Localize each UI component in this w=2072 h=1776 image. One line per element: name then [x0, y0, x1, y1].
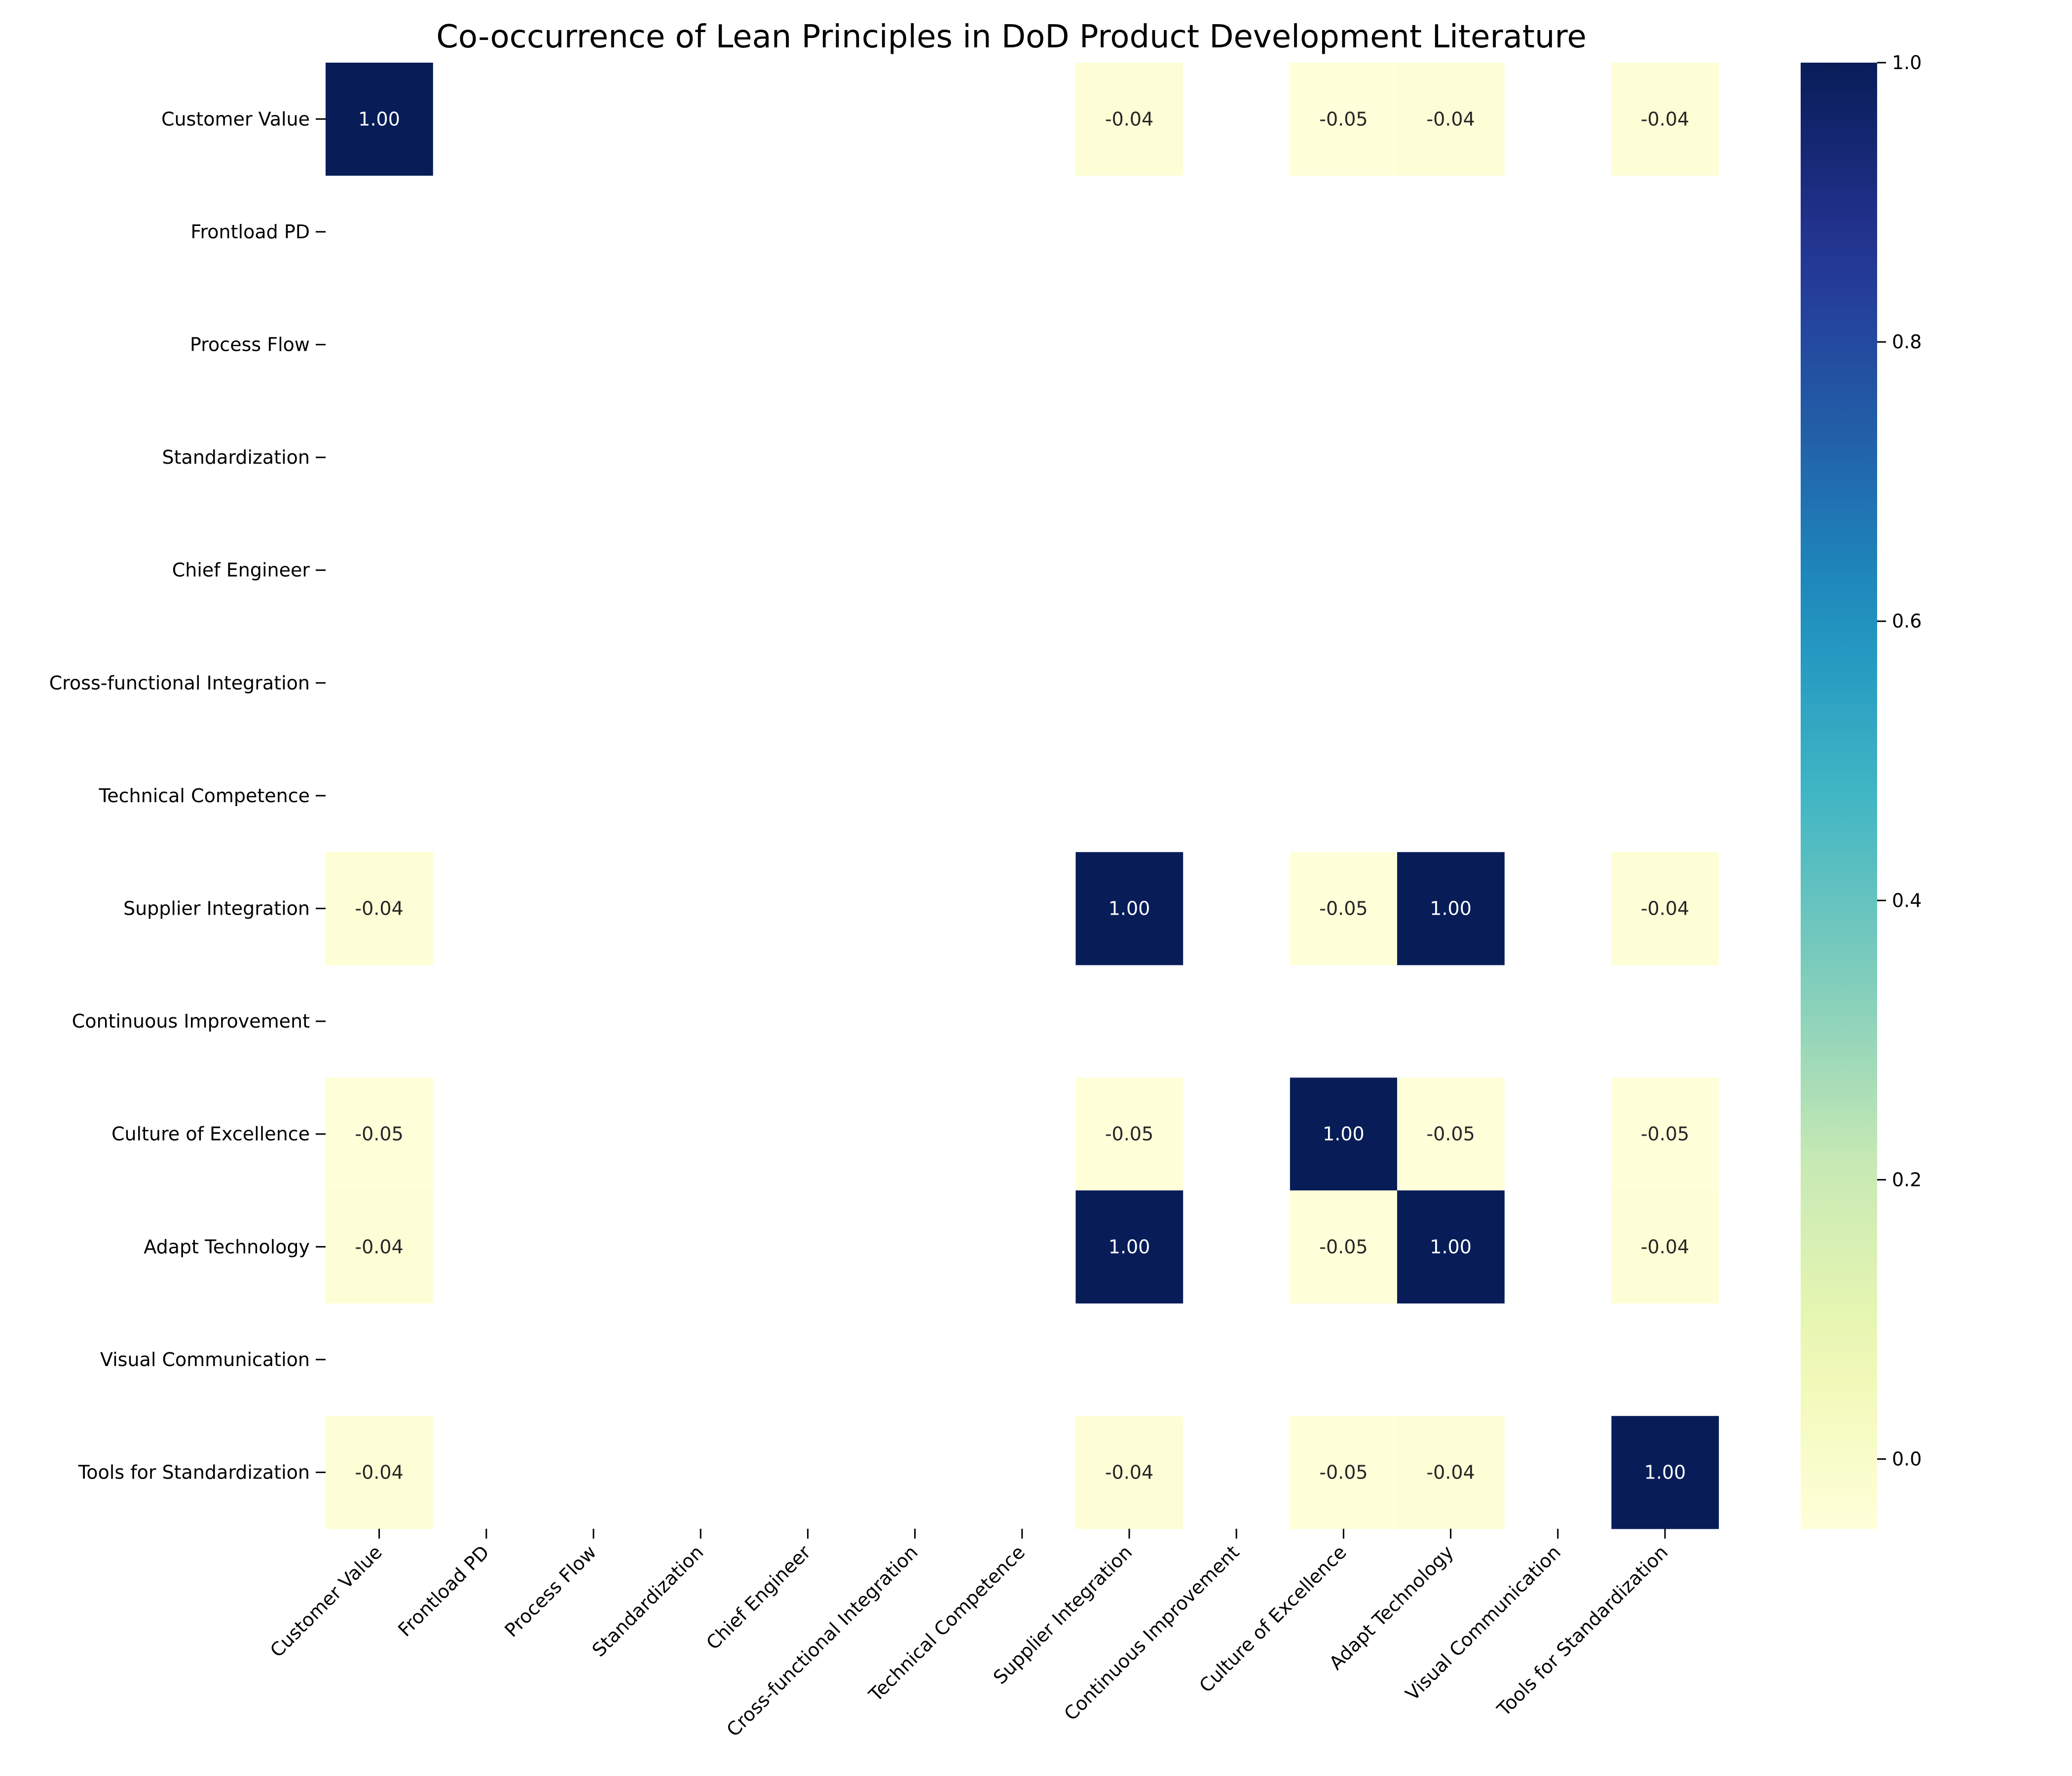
chart-title: Co-occurrence of Lean Principles in DoD … — [436, 19, 1587, 55]
heatmap-cell — [326, 1416, 433, 1529]
heatmap-cell — [326, 63, 433, 176]
cell-value-label: -0.04 — [1426, 1462, 1475, 1483]
heatmap-cell — [1075, 1416, 1184, 1529]
cell-value-label: 1.00 — [1430, 898, 1472, 920]
heatmap-cell — [1290, 1077, 1398, 1191]
x-tick-label: Process Flow — [500, 1541, 600, 1641]
heatmap-cell — [1397, 1077, 1505, 1191]
cell-value-label: -0.04 — [1105, 108, 1153, 130]
heatmap-cell — [1075, 63, 1184, 176]
y-axis: Customer Value Frontload PD Process Flow St… — [49, 108, 326, 1483]
heatmap-cell — [1611, 1077, 1719, 1191]
heatmap-cell — [1290, 1416, 1398, 1529]
cell-value-label: -0.05 — [1426, 1123, 1475, 1145]
cell-value-label: 1.00 — [1109, 898, 1150, 920]
cell-value-label: -0.05 — [1319, 108, 1368, 130]
heatmap-cell — [1397, 1190, 1505, 1304]
colorbar-tick-label: 1.0 — [1892, 52, 1922, 74]
cell-value-label: -0.04 — [1641, 108, 1689, 130]
colorbar-gradient — [1801, 63, 1877, 1529]
y-tick-label: Technical Competence — [99, 785, 310, 807]
heatmap-cell — [1611, 1416, 1719, 1529]
cell-value-label: 1.00 — [358, 108, 400, 130]
y-tick-label: Culture of Excellence — [111, 1123, 310, 1145]
cell-value-label: -0.05 — [1319, 1236, 1368, 1258]
y-tick-label: Cross-functional Integration — [49, 672, 310, 694]
colorbar: 0.0 0.2 0.4 0.6 0.8 1.0 — [1801, 52, 1922, 1529]
y-tick-label: Continuous Improvement — [72, 1010, 310, 1032]
cell-value-label: -0.05 — [355, 1123, 403, 1145]
y-tick-label: Chief Engineer — [172, 559, 310, 581]
cell-value-label: 1.00 — [1109, 1236, 1150, 1258]
heatmap-cell — [1397, 852, 1505, 965]
heatmap-cell — [326, 1077, 433, 1191]
colorbar-tick-label: 0.4 — [1892, 889, 1922, 911]
heatmap-cell — [1290, 852, 1398, 965]
heatmap-cell — [1290, 63, 1398, 176]
x-tick-label: Customer Value — [266, 1541, 386, 1662]
y-tick-label: Process Flow — [190, 334, 310, 356]
heatmap-cell — [1075, 1190, 1184, 1304]
cell-value-label: -0.05 — [1105, 1123, 1153, 1145]
heatmap-cell — [1075, 852, 1184, 965]
cell-value-label: -0.04 — [1641, 1236, 1689, 1258]
cell-value-label: -0.04 — [355, 1462, 403, 1483]
x-tick-label: Tools for Standardization — [1493, 1541, 1672, 1721]
x-tick-label: Standardization — [588, 1541, 708, 1661]
heatmap-cell — [326, 852, 433, 965]
x-tick-label: Continuous Improvement — [1060, 1541, 1243, 1725]
y-tick-label: Customer Value — [161, 108, 310, 130]
heatmap-cell — [1075, 1077, 1184, 1191]
x-tick-label: Chief Engineer — [702, 1541, 815, 1654]
heatmap-cell — [1611, 1190, 1719, 1304]
y-tick-label: Adapt Technology — [144, 1236, 310, 1258]
cell-value-labels: 1.00 -0.04 -0.05 -0.04 -0.04 -0.04 1.00 -0.05 1.… — [355, 108, 1689, 1483]
cell-value-label: -0.05 — [1319, 898, 1368, 920]
cell-value-label: 1.00 — [1644, 1462, 1686, 1483]
x-tick-label: Frontload PD — [394, 1541, 493, 1641]
cell-value-label: 1.00 — [1430, 1236, 1472, 1258]
cell-value-label: 1.00 — [1323, 1123, 1365, 1145]
y-tick-label: Frontload PD — [190, 221, 310, 243]
colorbar-tick-label: 0.2 — [1892, 1169, 1922, 1190]
cell-value-label: -0.04 — [355, 898, 403, 920]
heatmap-cell — [1611, 63, 1719, 176]
cell-value-label: -0.04 — [1641, 898, 1689, 920]
heatmap-cell — [1290, 1190, 1398, 1304]
heatmap-cells — [326, 63, 1719, 1529]
y-tick-label: Standardization — [162, 446, 310, 468]
colorbar-tick-label: 0.6 — [1892, 610, 1922, 632]
x-tick-label: Cross-functional Integration — [722, 1541, 922, 1741]
cell-value-label: -0.05 — [1319, 1462, 1368, 1483]
y-tick-label: Tools for Standardization — [78, 1462, 310, 1483]
cell-value-label: -0.04 — [1105, 1462, 1153, 1483]
heatmap-cell — [326, 1190, 433, 1304]
y-tick-label: Supplier Integration — [123, 898, 310, 920]
cell-value-label: -0.04 — [1426, 108, 1475, 130]
colorbar-tick-label: 0.0 — [1892, 1448, 1922, 1470]
heatmap-cell — [1611, 852, 1719, 965]
cell-value-label: -0.05 — [1641, 1123, 1689, 1145]
x-axis: Customer Value Frontload PD Process FlowSt… — [266, 1528, 1672, 1741]
cell-value-label: -0.04 — [355, 1236, 403, 1258]
colorbar-tick-label: 0.8 — [1892, 331, 1922, 353]
y-tick-label: Visual Communication — [100, 1349, 310, 1370]
heatmap-cell — [1397, 1416, 1505, 1529]
heatmap-cell — [1397, 63, 1505, 176]
